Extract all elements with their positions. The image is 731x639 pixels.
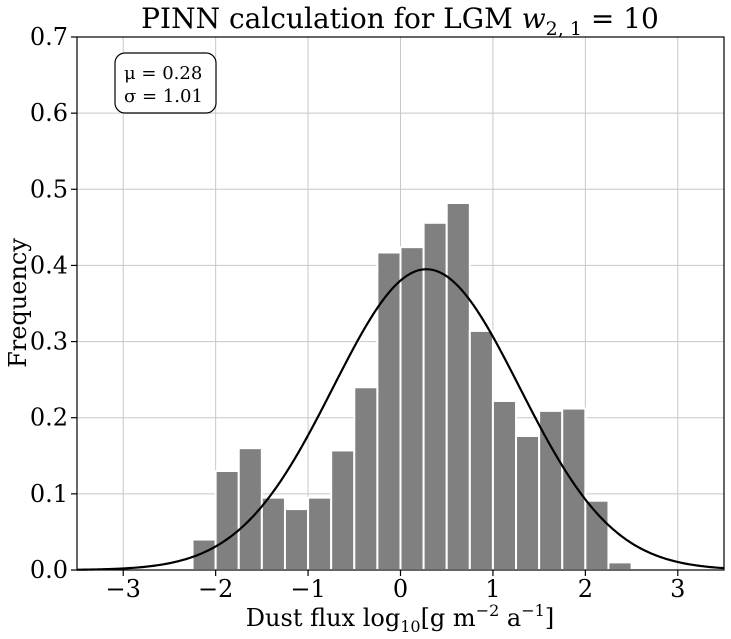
- x-tick-label-5: 2: [578, 575, 593, 603]
- histogram-bar-1: [214, 470, 240, 571]
- histogram-bar-3: [260, 496, 286, 571]
- x-tick-label-3: 0: [393, 575, 408, 603]
- x-tick-label-1: −2: [198, 575, 233, 603]
- y-axis-label: Frequency: [4, 238, 32, 368]
- x-axis-ticks: −3 −2 −1 0 1 2 3: [106, 570, 685, 603]
- histogram-bar-18: [607, 561, 633, 572]
- histogram-bar-6: [330, 449, 356, 572]
- x-tick-label-0: −3: [106, 575, 141, 603]
- grid: [77, 36, 724, 571]
- y-tick-label-2: 0.2: [30, 404, 68, 432]
- x-tick-label-4: 1: [485, 575, 500, 603]
- histogram-bar-5: [307, 496, 333, 571]
- histogram-bar-17: [584, 499, 610, 571]
- x-tick-label-2: −1: [290, 575, 325, 603]
- chart-title: PINN calculation for LGM w2, 1 = 10: [141, 2, 659, 40]
- histogram-bar-15: [538, 409, 564, 571]
- histogram-bar-16: [561, 407, 587, 571]
- histogram-bar-9: [399, 246, 425, 571]
- x-tick-label-6: 3: [670, 575, 685, 603]
- y-tick-label-7: 0.7: [30, 23, 68, 51]
- y-tick-label-5: 0.5: [30, 175, 68, 203]
- histogram-bar-11: [445, 201, 471, 571]
- histogram-bar-7: [353, 386, 379, 571]
- stats-box-frame: [114, 52, 217, 114]
- y-tick-label-1: 0.1: [30, 480, 68, 508]
- stats-mu: μ = 0.28: [124, 63, 202, 84]
- x-axis-label: Dust flux log10[g m−2 a−1]: [246, 601, 554, 636]
- histogram-bar-14: [515, 434, 541, 572]
- stats-box: μ = 0.28 σ = 1.01: [114, 52, 217, 114]
- histogram-bar-4: [283, 508, 310, 572]
- histogram-bar-12: [468, 329, 494, 572]
- histogram-bar-13: [491, 399, 518, 571]
- y-tick-label-4: 0.4: [30, 251, 68, 279]
- histogram-bars: [191, 201, 633, 572]
- y-axis-ticks: 0.0 0.1 0.2 0.3 0.4 0.5 0.6 0.7: [30, 23, 77, 584]
- y-tick-label-3: 0.3: [30, 328, 68, 356]
- y-tick-label-0: 0.0: [30, 556, 68, 584]
- y-tick-label-6: 0.6: [30, 99, 68, 127]
- histogram-bar-8: [376, 251, 402, 571]
- gaussian-fit: [76, 268, 725, 571]
- stats-sigma: σ = 1.01: [124, 86, 203, 107]
- gaussian-fit-curve: [76, 268, 725, 571]
